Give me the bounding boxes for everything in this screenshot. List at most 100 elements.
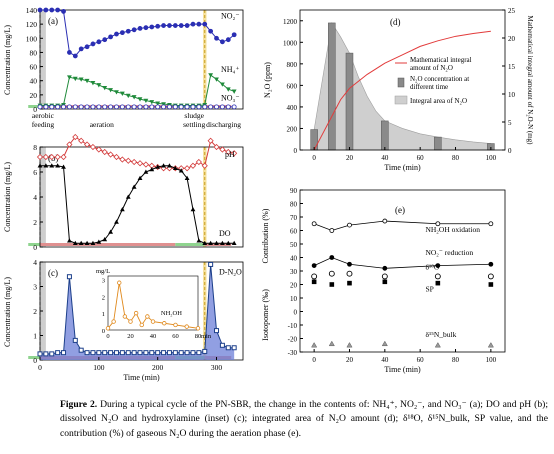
y2-tick-label: 20	[508, 35, 516, 43]
data-point	[84, 78, 90, 84]
data-point	[207, 137, 214, 144]
y-tick-label: -20	[288, 336, 298, 344]
data-point	[78, 240, 84, 246]
inset-point	[111, 319, 116, 324]
data-point	[166, 350, 172, 356]
data-point	[435, 221, 441, 227]
data-point-d18o	[311, 273, 318, 280]
y-tick-label: 70	[290, 214, 298, 222]
data-point	[102, 237, 108, 242]
inset-x-tick-label: 80	[195, 333, 202, 340]
data-point	[119, 30, 125, 36]
inset-y-tick-label: 2	[102, 294, 105, 301]
data-point	[488, 221, 494, 227]
legend-area-swatch	[394, 95, 408, 105]
data-point	[178, 168, 184, 173]
panel-label: (c)	[48, 268, 58, 278]
data-point	[90, 350, 96, 356]
data-point	[119, 104, 125, 110]
bar-n2o	[328, 22, 336, 151]
data-point	[143, 350, 149, 356]
inset-y-tick-label: 0	[102, 328, 105, 335]
inset-point	[133, 310, 139, 316]
label-no2r: NO₂⁻ reduction	[425, 248, 473, 257]
data-point	[49, 7, 55, 13]
x-axis-label: Time (min)	[123, 373, 160, 382]
y-tick-label: 100	[26, 34, 38, 43]
phase-strip-anoxic	[28, 243, 40, 246]
data-point	[96, 104, 102, 110]
data-point	[55, 350, 61, 356]
data-point	[155, 104, 161, 110]
y-axis-label: Concentration (mg/L)	[3, 277, 12, 347]
y-tick-label: 140	[26, 6, 38, 15]
data-point-d15n	[487, 342, 494, 348]
data-point	[61, 164, 66, 169]
figure-caption: Figure 2. During a typical cycle of the …	[60, 398, 548, 441]
series-line	[40, 9, 235, 57]
data-point	[225, 345, 231, 351]
data-point	[78, 77, 84, 82]
y-tick-label: 4	[33, 258, 37, 267]
data-point	[161, 23, 166, 28]
data-point	[161, 350, 167, 356]
data-point	[78, 137, 85, 144]
data-point	[43, 7, 49, 13]
y2-tick-label: 0	[508, 147, 512, 155]
data-point	[155, 101, 161, 106]
data-point	[84, 44, 90, 50]
bar-n2o	[434, 136, 442, 151]
data-point	[149, 104, 155, 110]
data-point	[167, 163, 172, 168]
inset-point	[117, 280, 122, 285]
phase-strip-anoxic	[28, 105, 40, 108]
data-point	[131, 27, 137, 33]
label-sp: SP	[425, 284, 433, 293]
x-tick-label: 100	[93, 363, 105, 372]
data-point	[96, 350, 102, 356]
data-point-d18o	[346, 270, 353, 277]
data-point	[137, 25, 143, 31]
data-point-d18o	[487, 273, 494, 280]
data-point	[202, 21, 208, 27]
data-point	[78, 347, 84, 353]
data-point	[184, 165, 191, 172]
inset-point	[145, 314, 150, 319]
series-label-no3: NO₃⁻	[221, 94, 240, 103]
data-point	[125, 157, 132, 164]
data-point	[382, 265, 388, 271]
inset-point	[173, 322, 178, 328]
data-point	[42, 153, 49, 161]
data-point	[149, 167, 155, 172]
data-point	[119, 156, 126, 163]
y-tick-label: 10	[290, 295, 298, 303]
y-tick-label: 800	[287, 61, 298, 69]
y-tick-label: 80	[290, 201, 298, 209]
x-tick-label: 40	[381, 154, 389, 162]
y2-tick-label: 5	[508, 119, 512, 127]
data-point	[114, 31, 119, 37]
y2-tick-label: 25	[508, 7, 516, 15]
bar-n2o	[345, 52, 354, 151]
legend-item-integral-line: Mathematical integral	[410, 56, 472, 64]
inset-point	[162, 321, 167, 326]
data-point	[178, 350, 184, 356]
y-axis-label: Concentration (mg/L)	[3, 162, 12, 232]
data-point	[101, 148, 108, 156]
data-point	[102, 37, 108, 43]
inset-point	[184, 324, 189, 329]
y-tick-label: 6	[33, 168, 37, 177]
y-tick-label: 1200	[283, 18, 298, 26]
data-point	[196, 104, 202, 110]
data-point	[67, 75, 72, 80]
data-point	[119, 350, 125, 356]
data-point	[108, 350, 114, 356]
phase-label: discharging	[206, 120, 241, 129]
y-tick-label: 3	[33, 283, 37, 292]
y-tick-label: -10	[288, 322, 298, 330]
data-point	[231, 89, 237, 94]
bar-n2o	[381, 120, 389, 151]
data-point	[43, 351, 49, 357]
data-point	[142, 161, 149, 168]
